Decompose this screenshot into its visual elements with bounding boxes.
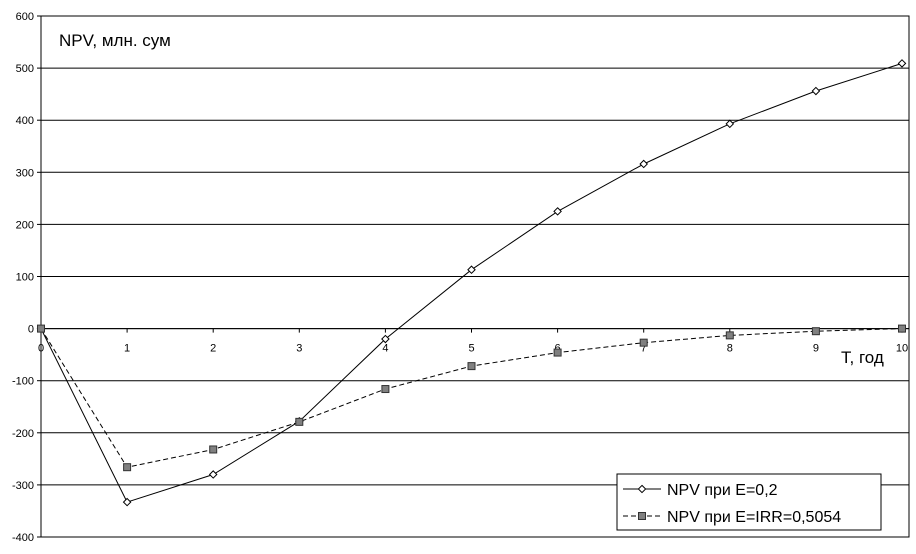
data-point [381, 334, 390, 344]
x-tick-label: 4 [382, 343, 388, 355]
series-1 [36, 59, 907, 507]
data-point [725, 119, 735, 129]
data-point [725, 331, 734, 340]
data-point [898, 324, 906, 333]
x-tick-label: 1 [124, 343, 130, 355]
y-tick-label: 200 [16, 219, 34, 231]
legend: NPV при E=0,2 NPV при E=IRR=0,5054 [616, 473, 882, 531]
y-tick-label: 100 [16, 272, 34, 284]
data-point [123, 463, 132, 472]
data-point [122, 497, 132, 507]
data-point [811, 327, 820, 336]
legend-label: NPV при E=IRR=0,5054 [667, 509, 841, 526]
x-tick-label: 2 [210, 343, 216, 355]
y-tick-label: 600 [16, 11, 34, 23]
legend-label: NPV при E=0,2 [667, 482, 778, 499]
y-tick-labels: -400 -300 -200 -100 0 100 200 300 400 500 600 [12, 11, 41, 544]
y-tick-label: -100 [12, 376, 34, 388]
data-point [639, 338, 648, 347]
data-point [467, 265, 476, 275]
data-point [467, 362, 476, 371]
y-tick-label: -200 [12, 428, 34, 440]
legend-item: NPV при E=0,2 [623, 482, 778, 499]
y-tick-label: -300 [12, 480, 34, 492]
x-tick-label: 8 [727, 343, 733, 355]
y-axis-title: NPV, млн. сум [59, 31, 171, 50]
x-tick-label: 9 [813, 343, 819, 355]
y-tick-label: 0 [28, 324, 34, 336]
x-tick-label: 0 [38, 343, 44, 355]
series-layer [36, 59, 907, 507]
y-tick-label: 300 [16, 167, 34, 179]
data-point [553, 348, 562, 357]
data-point [639, 159, 649, 169]
x-axis-title: T, год [841, 348, 884, 367]
data-point [37, 324, 45, 333]
y-tick-label: 500 [16, 63, 34, 75]
x-tick-label: 3 [296, 343, 302, 355]
series-2 [37, 324, 906, 472]
data-point [811, 86, 821, 96]
x-tick-label: 5 [468, 343, 474, 355]
legend-marker [637, 484, 647, 494]
data-point [381, 385, 390, 394]
data-point [209, 445, 218, 454]
data-point [897, 59, 907, 68]
data-point [295, 417, 304, 426]
legend-item: NPV при E=IRR=0,5054 [623, 509, 841, 526]
data-point [208, 470, 218, 479]
legend-marker [638, 512, 646, 520]
y-tick-label: 400 [16, 115, 34, 127]
x-tick-label: 7 [641, 343, 647, 355]
data-point [553, 207, 562, 216]
x-tick-label: 10 [896, 343, 908, 355]
y-tick-label: -400 [12, 532, 34, 544]
legend-box [616, 473, 882, 531]
